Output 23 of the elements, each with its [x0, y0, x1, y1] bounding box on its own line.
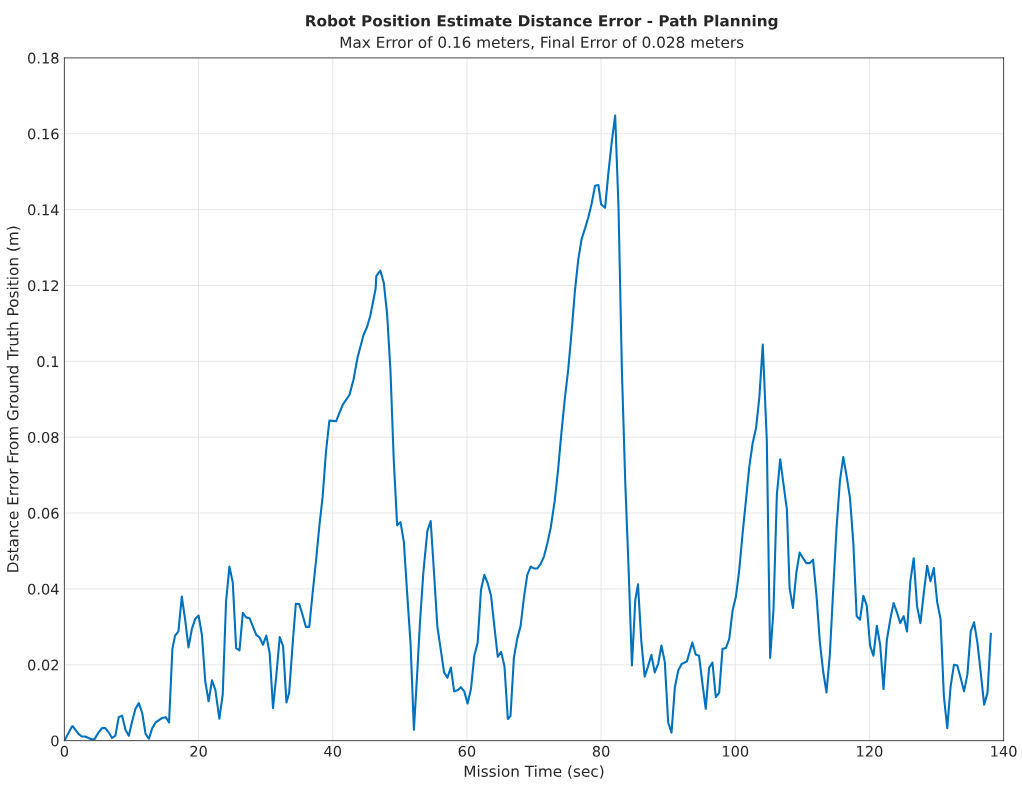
- y-tick-label: 0.18: [28, 52, 59, 64]
- x-tick-label: 80: [592, 745, 610, 757]
- y-tick-label: 0.08: [28, 431, 59, 443]
- y-tick-label: 0.12: [28, 280, 59, 292]
- y-tick-label: 0.04: [28, 583, 59, 595]
- chart-title: Robot Position Estimate Distance Error - Path Planning: [306, 14, 778, 30]
- chart-subtitle: Max Error of 0.16 meters, Final Error of 0.028 meters: [340, 36, 744, 50]
- x-axis-title: Mission Time (sec): [464, 765, 604, 779]
- y-axis-title: Dstance Error From Ground Truth Position (m): [6, 226, 21, 572]
- y-tick-label: 0.02: [28, 659, 59, 671]
- y-tick-label: 0.16: [28, 128, 59, 140]
- y-tick-label: 0.1: [37, 356, 59, 368]
- x-tick-label: 100: [722, 745, 749, 757]
- x-tick-label: 20: [190, 745, 207, 757]
- y-tick-label: 0.06: [28, 507, 59, 519]
- x-tick-label: 140: [991, 745, 1017, 757]
- y-tick-label: 0: [51, 735, 59, 747]
- x-tick-label: 60: [458, 745, 476, 757]
- y-tick-label: 0.14: [28, 204, 59, 216]
- x-tick-label: 120: [857, 745, 883, 757]
- line-series: [64, 114, 992, 741]
- x-tick-label: 0: [60, 745, 69, 757]
- x-tick-label: 40: [324, 745, 342, 757]
